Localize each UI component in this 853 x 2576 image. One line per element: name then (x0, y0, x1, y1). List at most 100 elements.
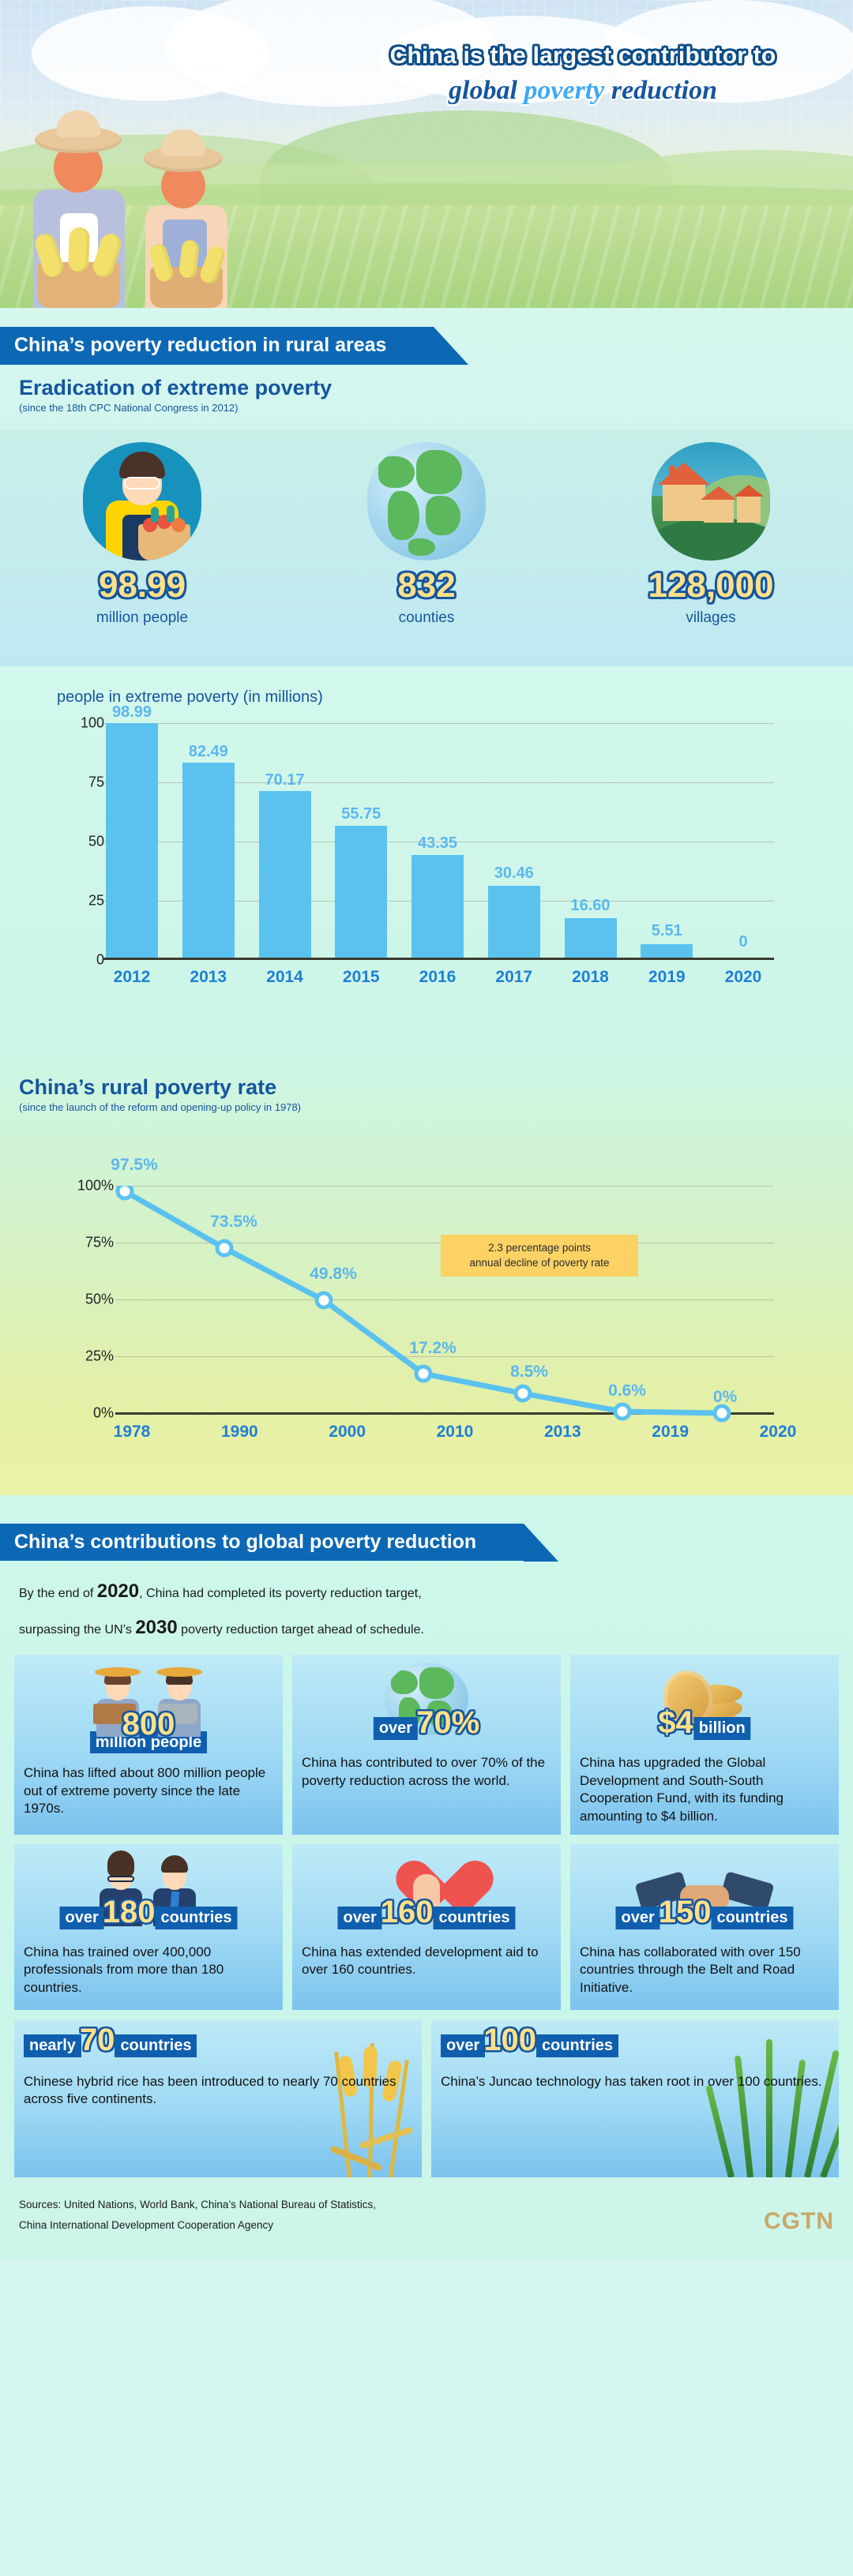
landmass (427, 1700, 453, 1727)
card-over-160-countries[interactable]: over 160 countries China has extended de… (292, 1843, 561, 2010)
badge-prefix: nearly (24, 2034, 81, 2057)
bar-chart-title: people in extreme poverty (in millions) (57, 688, 323, 706)
data-point-2013 (513, 1384, 532, 1402)
key-stats-row: 98.99 million people 832 counties (0, 429, 853, 666)
badge-number: 70 (79, 2022, 115, 2057)
house-icon (663, 482, 705, 521)
stat-people: 98.99 million people (24, 441, 261, 627)
section1-title: Eradication of extreme poverty (19, 375, 333, 399)
badge-prefix: over (615, 1906, 660, 1929)
bar-column: 55.75 (335, 723, 388, 958)
contribution-cards-row-2: over 180 countries China has trained ove… (0, 1835, 853, 2010)
section1-headings: Eradication of extreme poverty (since th… (0, 365, 853, 414)
y-tick-0: 0 (96, 951, 104, 967)
y-tick-75: 75 (88, 774, 104, 789)
y-tick-50pct: 50% (85, 1291, 114, 1307)
line-chart-headings: China’s rural poverty rate (since the la… (0, 1053, 853, 1113)
badge-suffix: countries (711, 1906, 794, 1929)
gridline (115, 1185, 774, 1187)
line-chart-plot: 100% 75% 50% 25% 0% 97.5% 73.5% 49.8% 17… (77, 1156, 774, 1422)
lead-line-2: surpassing the UN’s 2030 poverty reducti… (19, 1610, 834, 1646)
wheat-leaf (329, 2145, 383, 2172)
lead-2b: 2030 (135, 1616, 178, 1638)
x-label: 2020 (759, 1422, 797, 1441)
heart-hands-icon: over 160 countries (302, 1850, 551, 1929)
section3-ribbon: China’s contributions to global poverty … (0, 1523, 559, 1561)
card-body: China has contributed to over 70% of the… (302, 1755, 546, 1788)
two-farmers-icon: 800 (24, 1661, 273, 1740)
badge-prefix: over (337, 1906, 382, 1929)
bar (487, 886, 540, 958)
bar (106, 723, 158, 958)
badge-number: $4 (658, 1705, 693, 1741)
bar-chart-plot: 100 75 50 25 0 98.99 82.49 70.17 55.75 4… (79, 703, 774, 967)
x-label: 2014 (266, 967, 303, 986)
card-badge: over 70% (373, 1705, 480, 1741)
card-badge: over 180 countries (59, 1896, 238, 1929)
hero-banner: China is the largest contributor to glob… (0, 0, 853, 308)
stat-villages-caption: villages (686, 609, 736, 626)
lead-2c: poverty reduction target ahead of schedu… (177, 1622, 424, 1637)
x-label: 1978 (113, 1422, 151, 1441)
x-label: 2012 (113, 967, 151, 986)
point-label-2019: 0.6% (608, 1381, 646, 1400)
bar-value-label: 30.46 (494, 864, 534, 882)
vegetable-crate-icon (93, 1704, 136, 1725)
annotation-line2: annual decline of poverty rate (469, 1257, 610, 1269)
chimney-icon (669, 465, 675, 483)
landmass (391, 1670, 418, 1695)
card-over-180-countries[interactable]: over 180 countries China has trained ove… (14, 1843, 283, 2010)
data-point-2010 (414, 1364, 433, 1382)
card-body: China has extended development aid to ov… (302, 1944, 539, 1978)
point-label-2013: 8.5% (510, 1362, 548, 1381)
veg-leaf-icon (167, 504, 175, 523)
bar-column: 70.17 (258, 723, 311, 958)
stat-counties-caption: counties (398, 609, 455, 626)
globe-icon: over 70% (302, 1661, 551, 1741)
card-over-100-countries[interactable]: over 100 countries China’s Juncao techno… (431, 2019, 839, 2177)
card-badge: nearly 70 countries (24, 2024, 197, 2057)
grass-icon: over 100 countries (441, 2024, 829, 2057)
roof-icon (701, 486, 737, 500)
card-nearly-70-countries[interactable]: nearly 70 countries Chinese hybrid rice … (14, 2019, 422, 2177)
bar (258, 791, 311, 958)
bar-value-label: 5.51 (651, 922, 682, 939)
badge-prefix: over (59, 1906, 104, 1929)
section1-ribbon: China’s poverty reduction in rural areas (0, 327, 469, 365)
card-4-billion[interactable]: $4 billion China has upgraded the Global… (570, 1655, 839, 1835)
bar (564, 918, 617, 958)
avatar-oval (83, 441, 201, 561)
badge-number: 70% (416, 1705, 480, 1741)
hero-title-line1: China is the largest contributor to (389, 43, 776, 69)
card-over-150-countries[interactable]: over 150 countries China has collaborate… (570, 1843, 839, 2010)
farmer-male-icon (19, 87, 137, 308)
x-label: 2018 (572, 967, 609, 986)
grass-blade (705, 2084, 735, 2177)
contribution-cards-row-3: nearly 70 countries Chinese hybrid rice … (0, 2010, 853, 2177)
stat-villages-number: 128,000 (648, 565, 774, 605)
straw-hat-icon (95, 1667, 141, 1678)
card-over-70-percent[interactable]: over 70% China has contributed to over 7… (292, 1655, 561, 1835)
bar-value-label: 0 (738, 933, 748, 951)
section1-ribbon-wrap: China’s poverty reduction in rural areas (0, 327, 853, 365)
section3-lead: By the end of 2020, China had completed … (0, 1561, 853, 1645)
bar-column: 5.51 (641, 723, 693, 958)
point-label-2000: 49.8% (310, 1264, 357, 1283)
y-tick-25: 25 (88, 892, 104, 908)
village-houses-icon (652, 441, 770, 561)
hand (680, 1884, 729, 1910)
bar-value-label: 70.17 (265, 771, 305, 789)
sources-line-2: China International Development Cooperat… (19, 2218, 273, 2231)
section-rural-poverty-reduction: China’s poverty reduction in rural areas… (0, 308, 853, 666)
bar-series: 98.99 82.49 70.17 55.75 43.35 30.46 16.6… (106, 703, 769, 958)
professionals-icon: over 180 countries (24, 1850, 273, 1929)
straw-hat-icon (156, 1667, 202, 1678)
data-point-2020 (712, 1404, 731, 1422)
card-badge: over 160 countries (337, 1896, 516, 1929)
card-800-million-people[interactable]: 800 million people China has lifted abou… (14, 1655, 283, 1835)
bar (641, 944, 693, 958)
bar-value-label: 98.99 (111, 703, 152, 721)
x-label: 2016 (419, 967, 457, 986)
y-tick-50: 50 (88, 833, 104, 849)
cgtn-logo: CGTN (764, 2208, 834, 2235)
